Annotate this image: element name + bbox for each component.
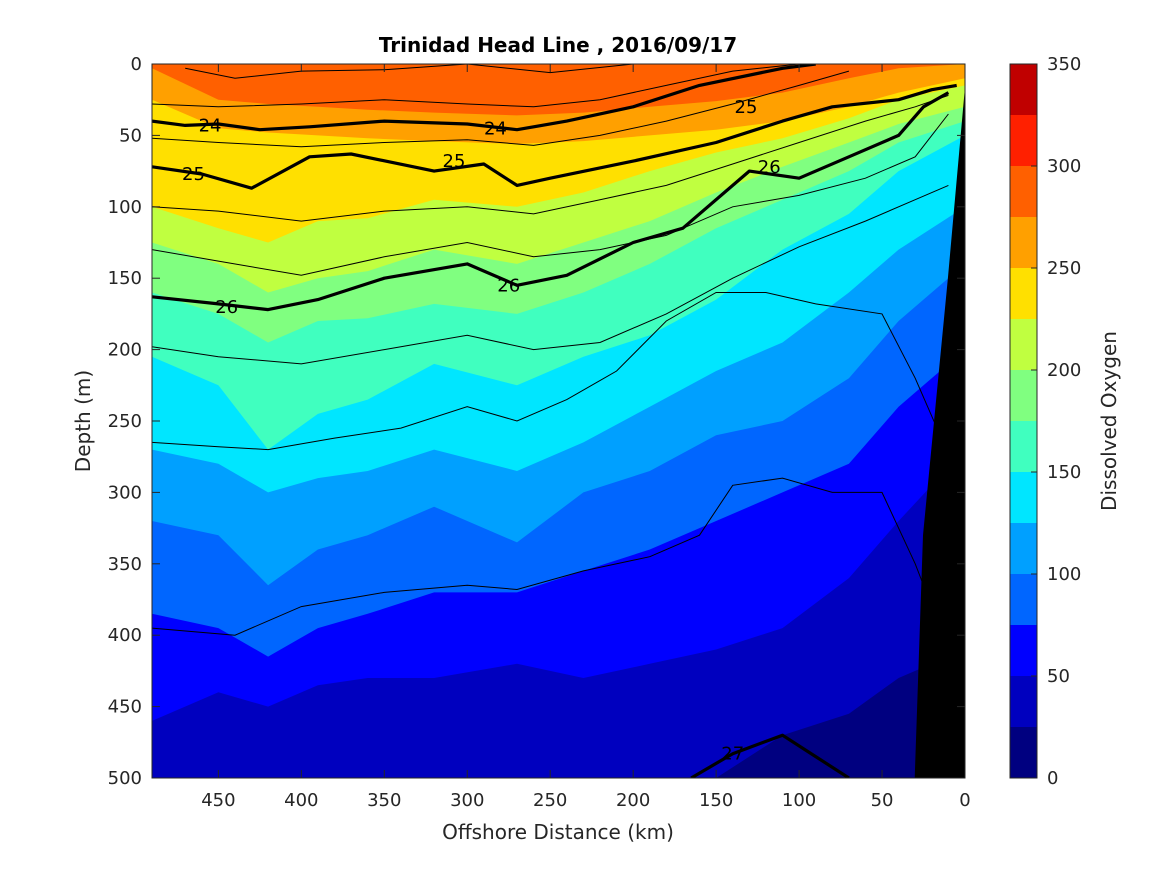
colorbar-tick-label-200: 200 (1047, 360, 1081, 381)
colorbar-tick-label-100: 100 (1047, 564, 1081, 585)
colorbar-swatch-75 (1010, 574, 1037, 625)
contour-labels: 24 24 25 25 25 26 26 26 27 (182, 97, 781, 765)
x-tick-label-150: 150 (699, 790, 733, 811)
density-contour-thin-6 (152, 292, 941, 451)
colorbar-swatch-300 (1010, 115, 1037, 166)
colorbar-swatch-100 (1010, 523, 1037, 574)
density-contour-thin-3 (152, 94, 949, 222)
density-contour-26 (152, 91, 950, 312)
density-labeled-contours (152, 64, 957, 778)
y-tick-label-300: 300 (108, 482, 142, 503)
y-tick-label-250: 250 (108, 411, 142, 432)
density-contour-thin-4 (152, 113, 949, 276)
contour-label-24-0: 24 (199, 115, 222, 136)
y-tick-label-200: 200 (108, 340, 142, 361)
chart-title: Trinidad Head Line , 2016/09/17 (379, 33, 737, 57)
colorbar-swatch-50 (1010, 625, 1037, 676)
colorbar-frame (1009, 63, 1038, 779)
x-tick-label-300: 300 (450, 790, 484, 811)
colorbar-tick-label-150: 150 (1047, 462, 1081, 483)
x-axis-ticks: 450 400 350 300 250 200 150 100 50 0 (201, 64, 971, 811)
density-contour-27 (690, 733, 850, 778)
plot-area (152, 64, 965, 778)
colorbar-tick-label-250: 250 (1047, 258, 1081, 279)
contour-label-24-1: 24 (484, 118, 507, 139)
density-contour-25 (152, 83, 957, 190)
seafloor-land-mask (914, 64, 965, 778)
contour-label-27-0: 27 (721, 744, 744, 765)
colorbar-tick-label-300: 300 (1047, 156, 1081, 177)
y-tick-label-450: 450 (108, 697, 142, 718)
y-tick-label-400: 400 (108, 625, 142, 646)
colorbar-swatch-325 (1010, 64, 1037, 115)
oxygen-band-0 (716, 649, 965, 778)
x-tick-label-350: 350 (367, 790, 401, 811)
y-tick-label-150: 150 (108, 268, 142, 289)
density-thin-contours (152, 64, 949, 636)
density-contour-thin-0 (185, 64, 700, 79)
colorbar-tick-label-50: 50 (1047, 666, 1070, 687)
colorbar (1010, 64, 1037, 778)
y-tick-label-50: 50 (119, 125, 142, 146)
colorbar-swatch-125 (1010, 472, 1037, 523)
y-tick-label-350: 350 (108, 554, 142, 575)
density-contour-thin-7 (152, 477, 933, 636)
colorbar-swatch-275 (1010, 166, 1037, 217)
y-tick-label-500: 500 (108, 768, 142, 789)
colorbar-swatch-200 (1010, 319, 1037, 370)
x-axis-label: Offshore Distance (km) (442, 820, 674, 844)
x-tick-label-250: 250 (533, 790, 567, 811)
colorbar-swatch-175 (1010, 370, 1037, 421)
x-tick-label-100: 100 (782, 790, 816, 811)
colorbar-swatch-250 (1010, 217, 1037, 268)
x-tick-label-0: 0 (959, 790, 970, 811)
density-contour-thin-1 (152, 64, 800, 108)
contour-label-26-2: 26 (758, 157, 781, 178)
colorbar-swatch-150 (1010, 421, 1037, 472)
colorbar-swatch-25 (1010, 676, 1037, 727)
oxygen-band-25 (152, 449, 965, 778)
x-tick-label-50: 50 (871, 790, 894, 811)
colorbar-tick-label-0: 0 (1047, 768, 1058, 789)
contour-label-26-1: 26 (497, 275, 520, 296)
colorbar-label: Dissolved Oxygen (1097, 331, 1121, 511)
oxygen-color-fills (152, 64, 965, 778)
density-contour-thin-2 (152, 70, 850, 148)
seafloor-polygon (914, 64, 965, 778)
y-tick-label-0: 0 (131, 54, 142, 75)
contour-label-25-2: 25 (735, 97, 758, 118)
density-contour-thin-5 (152, 184, 949, 365)
colorbar-swatch-0 (1010, 727, 1037, 778)
contour-label-25-1: 25 (443, 151, 466, 172)
contour-label-26-0: 26 (215, 297, 238, 318)
contour-label-25-0: 25 (182, 164, 205, 185)
x-tick-label-200: 200 (616, 790, 650, 811)
density-contour-24 (152, 64, 816, 132)
colorbar-ticks: 0 50 100 150 200 250 300 350 (1031, 54, 1081, 789)
colorbar-tick-label-350: 350 (1047, 54, 1081, 75)
y-axis-label: Depth (m) (71, 370, 95, 472)
x-tick-label-400: 400 (284, 790, 318, 811)
y-tick-label-100: 100 (108, 197, 142, 218)
x-tick-label-450: 450 (201, 790, 235, 811)
colorbar-swatch-225 (1010, 268, 1037, 319)
y-axis-ticks: 0 50 100 150 200 250 300 350 400 450 500 (108, 54, 965, 789)
